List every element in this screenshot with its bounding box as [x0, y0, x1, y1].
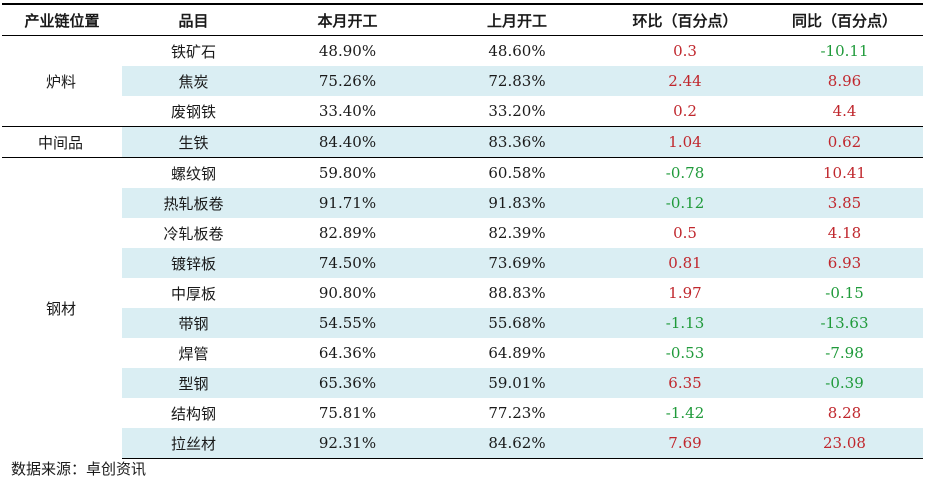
previous-month-cell: 84.62%: [430, 428, 604, 459]
data-source-note: 数据来源：卓创资讯: [11, 460, 147, 478]
current-month-cell: 54.55%: [265, 308, 430, 338]
current-month-cell: 64.36%: [318, 344, 377, 362]
table-row: 镀锌板 74.50% 73.69% 0.81 6.93: [2, 248, 923, 278]
previous-month-cell: 60.58%: [430, 157, 604, 188]
yoy-change-cell: -0.39: [766, 368, 923, 398]
group-label: 钢材: [2, 157, 122, 459]
item-cell: 型钢: [122, 368, 265, 398]
current-month-cell: 33.40%: [318, 102, 377, 120]
item-cell: 铁矿石: [170, 42, 216, 61]
current-month-cell: 65.36%: [265, 368, 430, 398]
item-cell: 焦炭: [122, 66, 265, 96]
yoy-change-cell: 3.85: [766, 188, 923, 218]
previous-month-cell: 77.23%: [488, 404, 546, 422]
current-month-cell: 91.71%: [265, 188, 430, 218]
mom-change-cell: 2.44: [604, 66, 766, 96]
previous-month-cell: 55.68%: [430, 308, 604, 338]
operating-rate-table: 产业链位置 品目 本月开工 上月开工 环比（百分点） 同比（百分点） 炉料 铁矿石…: [2, 3, 923, 459]
table-row: 带钢 54.55% 55.68% -1.13 -13.63: [2, 308, 923, 338]
yoy-change-cell: 0.62: [766, 126, 923, 158]
table-row: 拉丝材 92.31% 84.62% 7.69 23.08: [2, 428, 923, 459]
mom-change-cell: 1.04: [604, 126, 766, 158]
current-month-cell: 75.26%: [265, 66, 430, 96]
mom-change-cell: 1.97: [668, 284, 702, 302]
item-cell: 冷轧板卷: [163, 224, 224, 243]
mom-change-cell: -0.12: [604, 188, 766, 218]
yoy-change-cell: 10.41: [766, 157, 923, 188]
previous-month-cell: 33.20%: [488, 102, 546, 120]
yoy-change-cell: 8.96: [766, 66, 923, 96]
mom-change-cell: -0.53: [665, 344, 705, 362]
previous-month-cell: 72.83%: [430, 66, 604, 96]
item-cell: 废钢铁: [170, 102, 216, 121]
mom-change-cell: -0.78: [604, 157, 766, 188]
table-row: 炉料 铁矿石 48.90% 48.60% 0.3 -10.11: [2, 36, 923, 91]
group-label: 炉料: [46, 72, 77, 91]
item-cell: 带钢: [122, 308, 265, 338]
current-month-cell: 59.80%: [265, 157, 430, 188]
data-table-container: 产业链位置 品目 本月开工 上月开工 环比（百分点） 同比（百分点） 炉料 铁矿石…: [2, 3, 923, 459]
table-row: 中间品 生铁 84.40% 83.36% 1.04 0.62: [2, 126, 923, 158]
table-row: 钢材 螺纹钢 59.80% 60.58% -0.78 10.41: [2, 157, 923, 459]
item-cell: 螺纹钢: [122, 157, 265, 188]
current-month-cell: 74.50%: [265, 248, 430, 278]
table-body: 炉料 铁矿石 48.90% 48.60% 0.3 -10.11 焦炭 75.26% 72.83%…: [2, 36, 923, 459]
current-month-cell: 48.90%: [318, 42, 377, 60]
table-header-row: 产业链位置 品目 本月开工 上月开工 环比（百分点） 同比（百分点）: [2, 3, 923, 36]
header-current-month: 本月开工: [265, 3, 430, 36]
yoy-change-cell: 6.93: [766, 248, 923, 278]
yoy-change-cell: 23.08: [766, 428, 923, 459]
table-row: 焊管 64.36% 64.89% -0.53 -7.98: [2, 338, 923, 368]
header-mom: 环比（百分点）: [604, 3, 766, 36]
yoy-change-cell: -7.98: [825, 344, 864, 362]
item-cell: 镀锌板: [122, 248, 265, 278]
yoy-change-cell: 4.18: [827, 224, 862, 242]
yoy-change-cell: -10.11: [820, 42, 869, 60]
mom-change-cell: -1.42: [665, 404, 705, 422]
header-yoy: 同比（百分点）: [766, 3, 923, 36]
item-cell: 拉丝材: [122, 428, 265, 459]
current-month-cell: 84.40%: [265, 126, 430, 158]
header-chain-position: 产业链位置: [2, 3, 122, 36]
table-row: 焦炭 75.26% 72.83% 2.44 8.96: [2, 66, 923, 96]
current-month-cell: 75.81%: [318, 404, 377, 422]
table-row: 热轧板卷 91.71% 91.83% -0.12 3.85: [2, 188, 923, 218]
yoy-change-cell: -0.15: [825, 284, 864, 302]
yoy-change-cell: 8.28: [827, 404, 862, 422]
previous-month-cell: 59.01%: [430, 368, 604, 398]
item-cell: 中厚板: [170, 284, 216, 303]
mom-change-cell: 0.81: [604, 248, 766, 278]
mom-change-cell: 0.5: [673, 224, 697, 242]
mom-change-cell: -1.13: [604, 308, 766, 338]
item-cell: 生铁: [122, 126, 265, 158]
previous-month-cell: 48.60%: [488, 42, 546, 60]
previous-month-cell: 88.83%: [488, 284, 546, 302]
mom-change-cell: 0.3: [673, 42, 697, 60]
previous-month-cell: 64.89%: [488, 344, 546, 362]
previous-month-cell: 83.36%: [430, 126, 604, 158]
table-row: 废钢铁 33.40% 33.20% 0.2 4.4: [2, 96, 923, 127]
yoy-change-cell: 4.4: [832, 102, 857, 120]
mom-change-cell: 6.35: [604, 368, 766, 398]
item-cell: 结构钢: [170, 404, 216, 423]
previous-month-cell: 91.83%: [430, 188, 604, 218]
table-row: 型钢 65.36% 59.01% 6.35 -0.39: [2, 368, 923, 398]
item-cell: 热轧板卷: [122, 188, 265, 218]
header-item: 品目: [122, 3, 265, 36]
item-cell: 焊管: [178, 344, 209, 363]
previous-month-cell: 82.39%: [488, 224, 546, 242]
group-label: 中间品: [2, 126, 122, 158]
table-row: 中厚板 90.80% 88.83% 1.97 -0.15: [2, 278, 923, 308]
mom-change-cell: 0.2: [673, 102, 697, 120]
table-row: 结构钢 75.81% 77.23% -1.42 8.28: [2, 398, 923, 428]
current-month-cell: 92.31%: [265, 428, 430, 459]
yoy-change-cell: -13.63: [766, 308, 923, 338]
header-previous-month: 上月开工: [430, 3, 604, 36]
mom-change-cell: 7.69: [604, 428, 766, 459]
current-month-cell: 82.89%: [318, 224, 377, 242]
previous-month-cell: 73.69%: [430, 248, 604, 278]
table-row: 冷轧板卷 82.89% 82.39% 0.5 4.18: [2, 218, 923, 248]
current-month-cell: 90.80%: [318, 284, 377, 302]
